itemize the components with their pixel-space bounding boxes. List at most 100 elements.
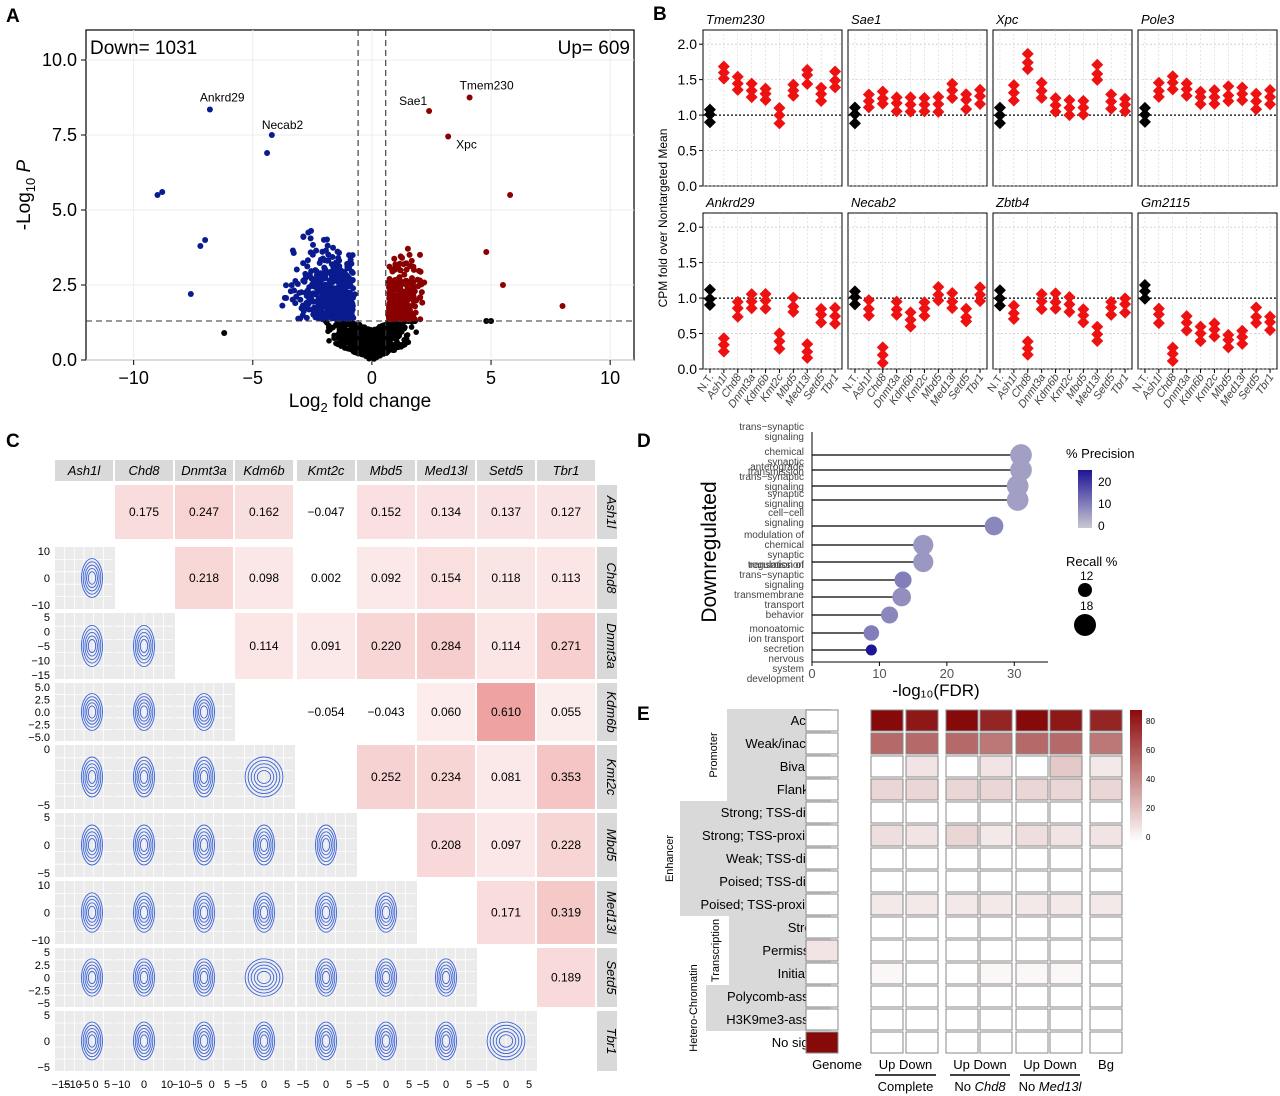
corr-ytick-label: 10 [38, 880, 50, 892]
go-term-label: signaling [765, 482, 804, 493]
cpm-point [1236, 331, 1249, 344]
corr-density-panel [297, 881, 357, 944]
corr-density-panel [115, 613, 175, 679]
corr-contour [378, 964, 394, 991]
corr-value: 0.114 [249, 639, 278, 653]
chrom-colorbar-tick: 0 [1146, 833, 1151, 842]
corr-contour [194, 1024, 214, 1058]
cpm-point [876, 349, 889, 362]
corr-contour [253, 892, 275, 933]
cpm-point [731, 310, 744, 323]
chrom-cell [1049, 824, 1083, 847]
corr-xtick-label: −5 [477, 1079, 490, 1091]
corr-contour [253, 1021, 275, 1061]
volcano-point [330, 244, 337, 251]
volcano-gene-label: Xpc [456, 138, 477, 152]
volcano-point [392, 282, 399, 289]
cpm-point [773, 327, 786, 340]
corr-contour [134, 628, 154, 664]
chrom-colorbar-tick: 40 [1146, 775, 1155, 784]
corr-density-panel [175, 948, 235, 1007]
cpm-point [1166, 76, 1179, 89]
cpm-point [1035, 84, 1048, 97]
volcano-point [279, 302, 286, 309]
cpm-point [1021, 56, 1034, 69]
corr-ytick-label: −2.5 [28, 985, 50, 997]
cpm-point [1091, 328, 1104, 341]
chrom-cell [905, 916, 939, 939]
cpm-point [773, 101, 786, 114]
cpm-point [1091, 73, 1104, 86]
cpm-point [1222, 341, 1235, 354]
corr-cell [477, 745, 535, 809]
chrom-cell [1089, 1008, 1123, 1031]
chrom-cell [1049, 801, 1083, 824]
cpm-point [1138, 108, 1151, 121]
cpm-point [1119, 92, 1132, 105]
volcano-point [334, 248, 341, 255]
cpm-point [1138, 101, 1151, 114]
chrom-cell [805, 801, 839, 824]
go-xlabel: -log₁₀(FDR) [892, 681, 979, 700]
volcano-point [559, 303, 566, 309]
cpm-point [815, 94, 828, 107]
corr-cell [537, 485, 595, 539]
cpm-facet-frame [702, 29, 843, 187]
corr-contour [84, 899, 100, 926]
corr-contour [86, 702, 98, 722]
corr-contour [376, 1024, 396, 1058]
corr-contour [199, 838, 209, 852]
cpm-point [829, 301, 842, 314]
corr-contour [253, 967, 275, 988]
cpm-ytick-label: 1.5 [678, 72, 698, 88]
corr-contour [375, 958, 397, 997]
corr-col-strip [297, 460, 355, 481]
corr-contour [320, 902, 332, 923]
volcano-point [264, 150, 271, 156]
cpm-point [848, 108, 861, 121]
cpm-ytick-label: 2.0 [678, 219, 698, 235]
cpm-point [787, 78, 800, 91]
chrom-cell [1015, 801, 1049, 824]
cpm-point [1077, 94, 1090, 107]
corr-contour [198, 834, 210, 856]
cpm-point [993, 101, 1006, 114]
corr-row-label: Kmt2c [604, 759, 619, 796]
corr-contour [441, 970, 451, 985]
cpm-point [1264, 90, 1277, 103]
corr-row-strip [597, 1011, 617, 1071]
volcano-point [298, 305, 305, 312]
cpm-point [717, 338, 730, 351]
corr-contour [441, 1034, 451, 1048]
corr-ytick-label: 5 [44, 1010, 50, 1022]
chrom-cell [805, 893, 839, 916]
corr-contour [81, 958, 103, 997]
chrom-cell [1015, 962, 1049, 985]
chrom-cell [945, 916, 979, 939]
cpm-point [890, 303, 903, 316]
corr-contour [198, 766, 210, 788]
corr-contour [435, 958, 457, 997]
volcano-point [294, 280, 301, 287]
volcano-point [339, 280, 346, 287]
cpm-point [993, 292, 1006, 305]
corr-ytick-label: 0 [44, 744, 50, 756]
corr-contour [194, 961, 214, 994]
cpm-point [932, 90, 945, 103]
corr-contour [136, 632, 152, 660]
chrom-cell [870, 778, 904, 801]
corr-contour [87, 905, 97, 920]
cpm-point [862, 88, 875, 101]
corr-contour [196, 964, 212, 991]
chrom-cell [805, 870, 839, 893]
corr-density-panel [235, 745, 295, 809]
corr-row-strip [597, 813, 617, 877]
chrom-cell [945, 893, 979, 916]
cpm-facet-frame [992, 212, 1133, 370]
volcano-point [407, 263, 414, 270]
volcano-point [338, 296, 345, 303]
cpm-ytick-label: 1.5 [678, 255, 698, 271]
corr-contour [133, 756, 155, 798]
corr-cell [175, 547, 233, 609]
corr-contour [87, 1034, 97, 1048]
